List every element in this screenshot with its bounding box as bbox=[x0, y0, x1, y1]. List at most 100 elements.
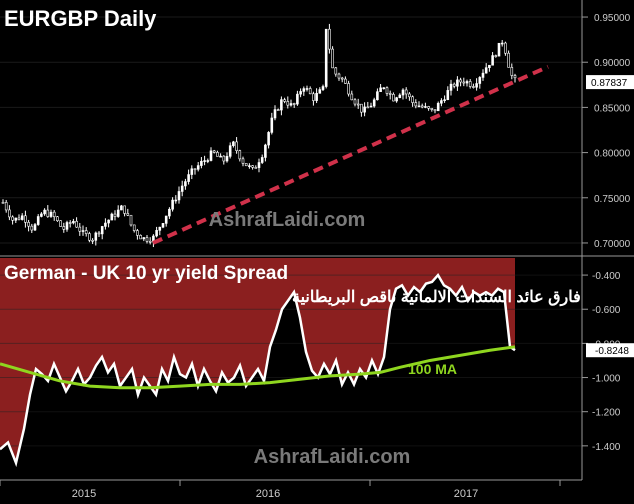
candle-body bbox=[59, 220, 62, 227]
candle-body bbox=[225, 156, 229, 162]
candle-body bbox=[232, 141, 235, 146]
candle-body bbox=[289, 103, 293, 106]
candle-body bbox=[264, 144, 267, 158]
candle-body bbox=[17, 217, 21, 220]
candle-body bbox=[212, 150, 216, 153]
last-value-label: -0.8248 bbox=[595, 346, 629, 357]
candle-body bbox=[510, 67, 514, 76]
candle-body bbox=[187, 174, 190, 182]
candle-body bbox=[344, 78, 347, 84]
last-price-label: 0.87837 bbox=[591, 78, 628, 89]
candle-body bbox=[334, 67, 338, 75]
candle-body bbox=[302, 88, 306, 92]
candle-body bbox=[456, 79, 459, 87]
candle-body bbox=[408, 93, 411, 98]
price-y-tick-label: 0.95000 bbox=[594, 13, 631, 24]
candle-body bbox=[459, 79, 462, 83]
candle-body bbox=[100, 226, 104, 235]
candle-body bbox=[356, 103, 360, 106]
candle-body bbox=[395, 97, 398, 102]
candle-body bbox=[392, 94, 395, 102]
candle-body bbox=[468, 81, 472, 87]
candle-body bbox=[136, 230, 139, 236]
candle-body bbox=[52, 211, 56, 218]
candle-body bbox=[65, 222, 69, 230]
price-y-tick-label: 0.80000 bbox=[594, 149, 631, 160]
candle-body bbox=[196, 165, 200, 170]
candle-body bbox=[475, 83, 478, 88]
spread-subtitle: فارق عائد السندات الالمانية ناقص البريطا… bbox=[292, 289, 581, 307]
x-ticks bbox=[0, 480, 561, 486]
candle-body bbox=[443, 99, 446, 101]
candle-body bbox=[328, 28, 331, 50]
price-y-tick-label: 0.70000 bbox=[594, 239, 631, 250]
candle-body bbox=[203, 160, 206, 162]
spread-grid bbox=[0, 274, 582, 447]
candle-body bbox=[267, 132, 270, 146]
candle-body bbox=[430, 107, 434, 110]
candle-body bbox=[30, 225, 34, 231]
spread-panel: -0.400-0.600-0.800-1.000-1.200-1.400 Ger… bbox=[0, 258, 634, 480]
candle-body bbox=[414, 102, 418, 107]
price-title: EURGBP Daily bbox=[4, 6, 157, 31]
candle-body bbox=[49, 211, 53, 217]
candle-body bbox=[513, 75, 517, 79]
candle-body bbox=[254, 167, 258, 169]
candle-body bbox=[305, 88, 309, 90]
candle-body bbox=[401, 89, 405, 96]
candle-body bbox=[379, 87, 382, 92]
candle-body bbox=[219, 155, 222, 158]
candle-body bbox=[286, 101, 290, 106]
candle-body bbox=[478, 77, 482, 84]
last-price-tag: 0.87837 bbox=[586, 75, 634, 90]
candle-body bbox=[244, 163, 248, 167]
price-candles bbox=[1, 23, 517, 248]
candle-body bbox=[11, 216, 14, 221]
price-grid bbox=[0, 16, 582, 244]
candle-body bbox=[116, 209, 120, 217]
candle-body bbox=[20, 215, 24, 220]
candle-body bbox=[158, 226, 162, 231]
spread-y-tick-label: -0.600 bbox=[592, 305, 621, 316]
candle-body bbox=[184, 181, 187, 187]
candle-body bbox=[427, 106, 430, 109]
candle-body bbox=[222, 155, 226, 162]
candle-body bbox=[123, 205, 126, 214]
candle-body bbox=[235, 141, 238, 151]
candle-body bbox=[120, 205, 123, 211]
spread-y-ticks: -0.400-0.600-0.800-1.000-1.200-1.400 bbox=[582, 271, 621, 453]
spread-y-tick-label: -1.400 bbox=[592, 442, 621, 453]
candle-body bbox=[241, 158, 245, 164]
candle-body bbox=[110, 213, 114, 221]
candle-body bbox=[331, 48, 334, 69]
candle-body bbox=[308, 88, 312, 95]
candle-body bbox=[75, 220, 78, 228]
candle-body bbox=[276, 109, 280, 111]
price-y-tick-label: 0.85000 bbox=[594, 103, 631, 114]
candle-body bbox=[363, 106, 366, 113]
last-value-tag-bg bbox=[586, 343, 634, 358]
candle-body bbox=[433, 109, 437, 112]
candle-body bbox=[62, 226, 66, 230]
candle-body bbox=[56, 216, 59, 222]
candle-body bbox=[494, 55, 498, 57]
candle-body bbox=[504, 42, 507, 54]
candle-body bbox=[46, 209, 50, 217]
candle-body bbox=[126, 213, 130, 216]
candle-body bbox=[148, 240, 152, 243]
candle-body bbox=[161, 223, 165, 228]
spread-y-tick-label: -1.200 bbox=[592, 408, 621, 419]
spread-line bbox=[0, 272, 516, 468]
candle-body bbox=[107, 219, 110, 224]
candle-body bbox=[1, 201, 5, 204]
candle-body bbox=[257, 162, 261, 168]
candle-body bbox=[248, 165, 251, 167]
candle-body bbox=[142, 237, 146, 240]
candle-body bbox=[449, 83, 453, 91]
candle-body bbox=[360, 103, 363, 113]
candle-body bbox=[27, 222, 30, 227]
trendline bbox=[152, 64, 549, 245]
candle-body bbox=[72, 220, 75, 224]
candle-body bbox=[104, 222, 107, 227]
